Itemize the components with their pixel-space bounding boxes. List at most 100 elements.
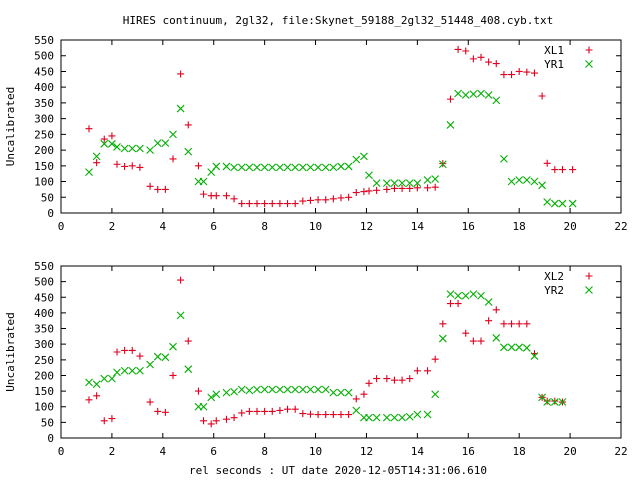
data-point xyxy=(538,92,546,100)
data-point xyxy=(230,163,238,172)
data-point xyxy=(108,374,116,383)
data-point xyxy=(322,196,330,204)
data-point xyxy=(344,388,353,397)
data-point xyxy=(454,89,462,98)
data-point xyxy=(298,385,307,394)
data-point xyxy=(85,125,93,133)
data-point xyxy=(128,346,136,354)
data-point xyxy=(390,179,399,188)
data-point xyxy=(108,132,116,140)
legend-label: XL1 xyxy=(544,44,564,57)
x-tick-label: 0 xyxy=(58,445,65,458)
data-point xyxy=(477,89,485,98)
data-point xyxy=(200,190,208,198)
data-point xyxy=(199,402,208,411)
data-point xyxy=(446,95,454,103)
y-tick-label: 550 xyxy=(34,34,54,47)
x-tick-label: 4 xyxy=(160,220,167,233)
legend-marker xyxy=(585,272,593,280)
x-tick-label: 0 xyxy=(58,220,65,233)
data-point xyxy=(484,298,493,306)
x-tick-label: 22 xyxy=(614,220,627,233)
data-point xyxy=(423,176,432,184)
data-point xyxy=(398,179,406,188)
data-point xyxy=(253,200,261,208)
y-tick-label: 50 xyxy=(41,191,54,204)
data-point xyxy=(113,143,121,151)
data-point xyxy=(538,181,546,190)
data-point xyxy=(128,162,136,170)
y-tick-label: 500 xyxy=(34,50,54,63)
y-tick-label: 100 xyxy=(34,176,54,189)
y-tick-label: 550 xyxy=(34,260,54,273)
data-point xyxy=(283,385,292,394)
data-point xyxy=(261,200,269,208)
data-point xyxy=(136,163,144,171)
y-tick-label: 450 xyxy=(34,291,54,304)
legend-marker xyxy=(585,46,593,54)
data-point xyxy=(500,71,508,79)
data-point xyxy=(382,413,391,422)
data-point xyxy=(283,163,292,172)
x-tick-label: 14 xyxy=(411,220,425,233)
data-point xyxy=(108,415,116,423)
data-point xyxy=(373,375,381,383)
data-point xyxy=(337,388,345,397)
data-point xyxy=(373,186,381,194)
data-point xyxy=(222,388,231,397)
data-point xyxy=(515,67,523,75)
y-tick-label: 100 xyxy=(34,401,54,414)
data-point xyxy=(329,195,337,203)
data-point xyxy=(500,155,508,163)
data-point xyxy=(390,413,399,422)
x-tick-label: 6 xyxy=(210,445,217,458)
data-point xyxy=(253,385,261,394)
data-point xyxy=(515,320,523,328)
data-point xyxy=(543,397,551,405)
data-point xyxy=(128,144,137,153)
data-point xyxy=(454,300,462,308)
data-point xyxy=(222,162,231,171)
data-point xyxy=(291,385,300,394)
data-point xyxy=(337,162,345,171)
x-tick-label: 20 xyxy=(563,220,576,233)
data-point xyxy=(85,168,93,176)
data-point xyxy=(500,320,508,328)
data-point xyxy=(515,343,524,352)
data-point xyxy=(337,411,345,419)
y-tick-label: 200 xyxy=(34,369,54,382)
data-point xyxy=(268,385,277,394)
data-point xyxy=(492,306,500,314)
data-point xyxy=(477,291,485,300)
data-point xyxy=(462,329,470,337)
data-point xyxy=(113,160,121,168)
data-point xyxy=(299,197,307,205)
data-point xyxy=(108,139,116,148)
data-point xyxy=(431,175,440,183)
data-point xyxy=(352,395,360,403)
y-tick-label: 250 xyxy=(34,128,54,141)
y-tick-label: 300 xyxy=(34,338,54,351)
data-point xyxy=(121,162,129,170)
data-point xyxy=(260,163,269,172)
x-tick-label: 10 xyxy=(309,220,322,233)
plot-frame xyxy=(60,39,622,214)
data-point xyxy=(136,352,144,360)
data-point xyxy=(507,343,516,352)
data-point xyxy=(314,163,322,172)
data-point xyxy=(306,163,315,172)
data-point xyxy=(398,413,406,422)
data-point xyxy=(298,163,307,172)
y-tick-label: 400 xyxy=(34,307,54,320)
data-point xyxy=(284,405,292,413)
series-xl2 xyxy=(85,276,566,428)
series-xl1 xyxy=(85,45,577,208)
data-point xyxy=(431,183,439,191)
data-point xyxy=(337,194,345,202)
data-point xyxy=(344,162,353,171)
data-point xyxy=(146,182,154,190)
data-point xyxy=(161,185,169,193)
y-tick-label: 250 xyxy=(34,354,54,367)
data-point xyxy=(161,353,170,362)
